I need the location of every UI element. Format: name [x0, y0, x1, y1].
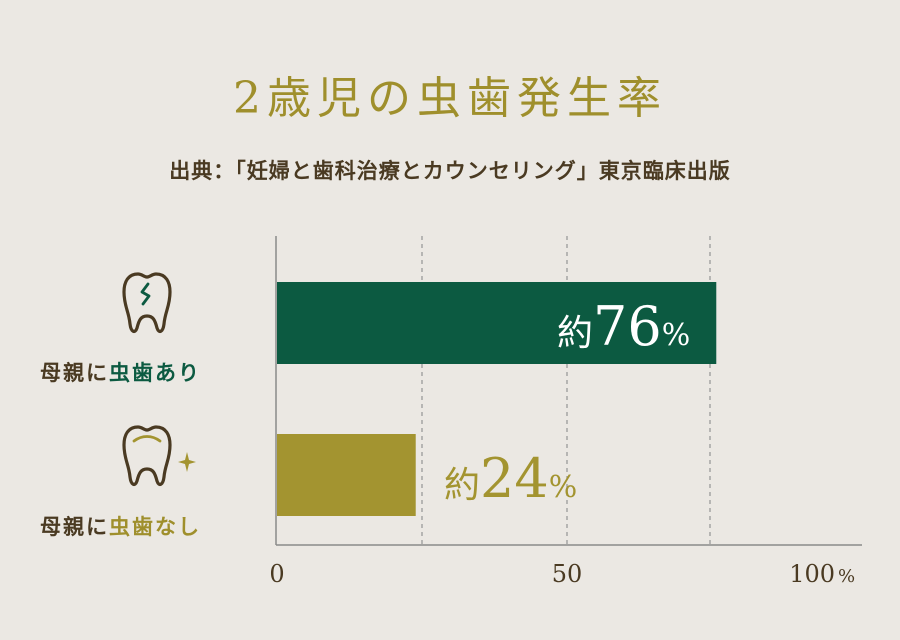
data-label-prefix: 約 — [444, 465, 480, 506]
x-tick-label-50: 50 — [552, 560, 583, 588]
x-tick-label-0: 0 — [269, 560, 284, 588]
data-label-number: 76 — [593, 295, 662, 358]
chart-source: 出典：「妊婦と歯科治療とカウンセリング」東京臨床出版 — [169, 159, 731, 183]
x-axis-unit: % — [838, 566, 855, 587]
category-label-without-cavities: 母親に虫歯なし — [40, 511, 260, 541]
decayed-tooth-icon — [122, 272, 172, 334]
data-label-unit: % — [549, 470, 578, 505]
data-label-prefix: 約 — [557, 313, 593, 354]
x-tick-label-100: 100 — [789, 560, 835, 588]
data-label-24: 約24% — [444, 447, 577, 510]
sparkle-icon — [178, 452, 196, 472]
category-label-highlight: 虫歯なし — [109, 515, 201, 539]
healthy-tooth-icon — [122, 425, 172, 487]
category-label-with-cavities: 母親に虫歯あり — [40, 357, 260, 387]
x-tick-labels: 0 50 100 % — [269, 560, 855, 588]
bar-mother-with-cavities — [277, 282, 717, 364]
data-label-number: 24 — [480, 447, 549, 510]
category-label-highlight: 虫歯あり — [109, 361, 201, 385]
bar-mother-without-cavities — [277, 434, 416, 516]
data-label-unit: % — [662, 318, 691, 353]
data-label-76: 約76% — [557, 295, 690, 358]
chart-title: 2歳児の虫歯発生率 — [233, 73, 667, 124]
category-label-prefix: 母親に — [40, 361, 109, 385]
category-label-prefix: 母親に — [40, 515, 109, 539]
